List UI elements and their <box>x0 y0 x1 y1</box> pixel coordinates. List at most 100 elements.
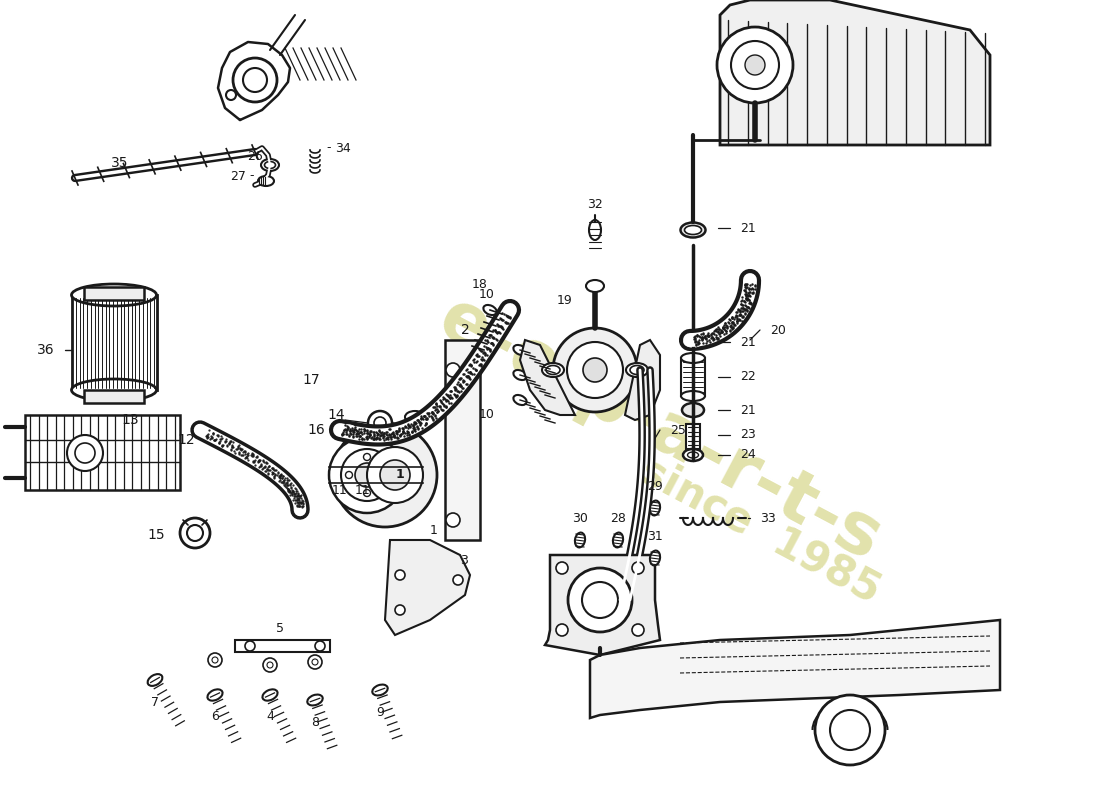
Text: 31: 31 <box>647 530 663 542</box>
Circle shape <box>395 605 405 615</box>
Ellipse shape <box>483 305 496 315</box>
Text: 29: 29 <box>647 479 663 493</box>
Ellipse shape <box>575 533 585 547</box>
Circle shape <box>745 55 764 75</box>
Text: 10: 10 <box>480 289 495 302</box>
Circle shape <box>345 471 352 478</box>
Text: 1: 1 <box>430 523 438 537</box>
Ellipse shape <box>514 395 527 405</box>
Circle shape <box>267 662 273 668</box>
Text: 12: 12 <box>177 433 195 447</box>
Polygon shape <box>520 340 575 415</box>
Ellipse shape <box>684 226 702 234</box>
Text: 11: 11 <box>331 483 346 497</box>
Ellipse shape <box>681 222 705 238</box>
Ellipse shape <box>263 690 277 701</box>
Circle shape <box>67 435 103 471</box>
Text: 24: 24 <box>740 449 756 462</box>
Circle shape <box>382 471 388 478</box>
Circle shape <box>363 454 371 461</box>
Ellipse shape <box>72 284 156 306</box>
Circle shape <box>632 562 644 574</box>
Text: 21: 21 <box>740 335 756 349</box>
Circle shape <box>180 518 210 548</box>
Text: 30: 30 <box>572 511 587 525</box>
Ellipse shape <box>630 366 644 374</box>
Text: 10: 10 <box>480 409 495 422</box>
Text: since  1985: since 1985 <box>632 449 888 611</box>
Text: 23: 23 <box>740 429 756 442</box>
Circle shape <box>212 657 218 663</box>
Text: 17: 17 <box>302 373 320 387</box>
Ellipse shape <box>683 449 703 461</box>
Circle shape <box>553 328 637 412</box>
Text: 25: 25 <box>670 423 686 437</box>
Ellipse shape <box>681 353 705 363</box>
Text: e-o-p-a-r-t-s: e-o-p-a-r-t-s <box>427 284 893 576</box>
Text: -: - <box>327 142 331 154</box>
Ellipse shape <box>72 379 156 401</box>
Circle shape <box>717 27 793 103</box>
Text: 5: 5 <box>276 622 284 634</box>
Circle shape <box>446 513 460 527</box>
Circle shape <box>315 641 324 651</box>
Ellipse shape <box>264 162 275 169</box>
Ellipse shape <box>208 690 222 701</box>
Ellipse shape <box>682 403 704 417</box>
Text: 7: 7 <box>151 695 160 709</box>
Bar <box>446 340 480 540</box>
Circle shape <box>632 624 644 636</box>
Circle shape <box>75 443 95 463</box>
Text: 15: 15 <box>147 528 165 542</box>
Text: 21: 21 <box>740 403 756 417</box>
Text: 9: 9 <box>376 706 384 718</box>
Ellipse shape <box>342 426 354 434</box>
Polygon shape <box>720 0 990 145</box>
Ellipse shape <box>613 533 623 547</box>
Ellipse shape <box>650 501 660 515</box>
Circle shape <box>395 570 405 580</box>
Text: 1: 1 <box>396 469 405 482</box>
Circle shape <box>374 417 386 429</box>
Ellipse shape <box>688 452 698 458</box>
Circle shape <box>367 447 424 503</box>
Bar <box>72 295 157 390</box>
Text: 22: 22 <box>740 370 756 383</box>
Text: 26: 26 <box>248 150 263 163</box>
Circle shape <box>245 641 255 651</box>
Circle shape <box>815 695 886 765</box>
Ellipse shape <box>682 335 704 349</box>
Circle shape <box>233 58 277 102</box>
Text: 27: 27 <box>230 170 246 182</box>
Bar <box>84 287 144 300</box>
Circle shape <box>208 653 222 667</box>
Text: 33: 33 <box>760 511 775 525</box>
Circle shape <box>226 90 236 100</box>
Ellipse shape <box>546 366 560 374</box>
Bar <box>84 390 144 403</box>
Text: 34: 34 <box>336 142 351 154</box>
Ellipse shape <box>338 423 358 437</box>
Ellipse shape <box>588 220 601 240</box>
Ellipse shape <box>147 674 163 686</box>
Text: 20: 20 <box>770 323 785 337</box>
Circle shape <box>446 363 460 377</box>
Ellipse shape <box>650 550 660 566</box>
Circle shape <box>368 411 392 435</box>
Text: 32: 32 <box>587 198 603 211</box>
Text: 6: 6 <box>211 710 219 723</box>
Ellipse shape <box>514 345 527 355</box>
Bar <box>681 358 705 396</box>
Ellipse shape <box>405 411 425 423</box>
Circle shape <box>556 562 568 574</box>
Polygon shape <box>625 340 660 420</box>
Circle shape <box>379 460 410 490</box>
Circle shape <box>582 582 618 618</box>
Circle shape <box>312 659 318 665</box>
Text: 19: 19 <box>557 294 573 306</box>
Bar <box>686 424 700 449</box>
Circle shape <box>464 363 478 377</box>
Circle shape <box>566 342 623 398</box>
Text: 21: 21 <box>740 222 756 234</box>
Text: 14: 14 <box>328 408 345 422</box>
